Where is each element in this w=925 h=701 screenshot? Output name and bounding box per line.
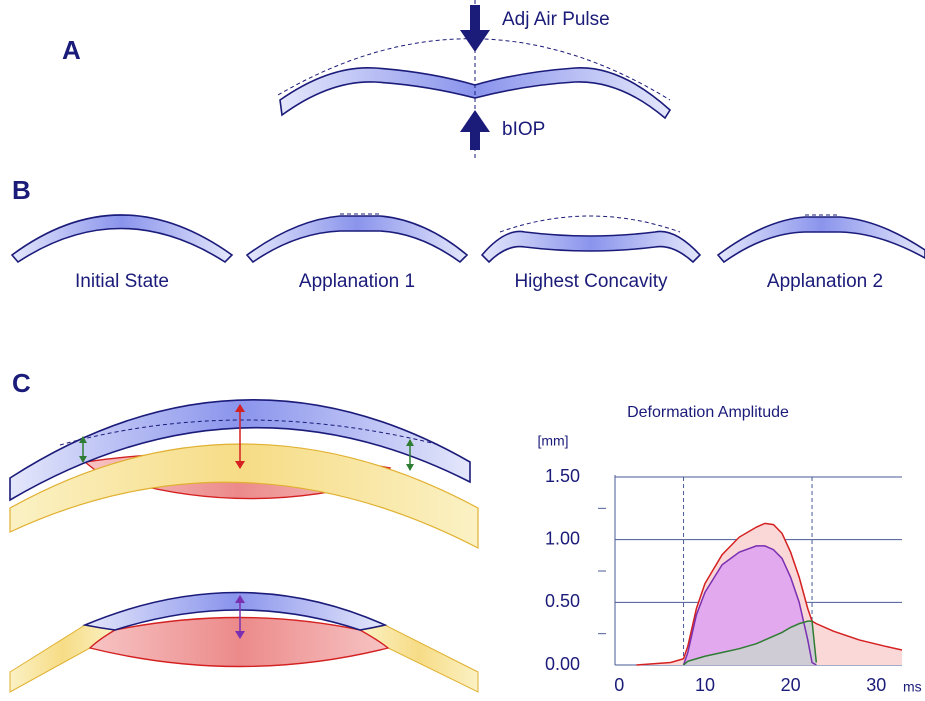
x-tick-label: 0 (614, 675, 624, 695)
stage-concavity (480, 215, 702, 264)
panel-label: B (12, 175, 31, 205)
arrow-label: Adj Air Pulse (502, 9, 610, 30)
stage-label: Applanation 2 (767, 271, 883, 292)
shape (59, 419, 441, 446)
shape (9, 398, 471, 502)
stage-applanation2 (716, 214, 925, 264)
arrow-down (460, 5, 490, 52)
stage-applanation1 (245, 213, 469, 264)
stage-label: Highest Concavity (514, 271, 668, 292)
chart-title: Deformation Amplitude (627, 404, 789, 421)
stage-initial (10, 214, 234, 264)
series-line (636, 522, 903, 666)
shape (88, 616, 390, 668)
concavity-diagram (9, 591, 479, 693)
panel-label: C (12, 368, 31, 398)
stage-label: Initial State (75, 271, 169, 292)
shape (9, 624, 117, 693)
shape (358, 624, 479, 693)
shape (245, 215, 469, 264)
y-unit: [mm] (537, 433, 568, 449)
y-tick-label: 0.00 (545, 654, 580, 674)
shape (82, 591, 388, 631)
stage-label: Applanation 1 (299, 271, 415, 292)
shape (9, 443, 479, 549)
series-line (683, 620, 818, 666)
x-tick-label: 30 (866, 675, 886, 695)
arrow-up (460, 110, 490, 150)
y-tick-label: 1.00 (545, 528, 580, 548)
shape (406, 439, 414, 471)
shape (79, 436, 87, 463)
x-tick-label: 20 (781, 675, 801, 695)
x-tick-label: 10 (695, 675, 715, 695)
shape (480, 230, 702, 264)
y-tick-label: 1.50 (545, 466, 580, 486)
x-unit: ms (903, 679, 922, 695)
y-tick-label: 0.50 (545, 591, 580, 611)
series-line (682, 545, 817, 666)
panel-label: A (62, 35, 81, 65)
overlay-diagram (9, 398, 479, 549)
shape (499, 215, 681, 233)
shape (235, 404, 245, 469)
shape (716, 216, 925, 264)
arrow-label: bIOP (502, 119, 545, 140)
shape (10, 214, 234, 264)
